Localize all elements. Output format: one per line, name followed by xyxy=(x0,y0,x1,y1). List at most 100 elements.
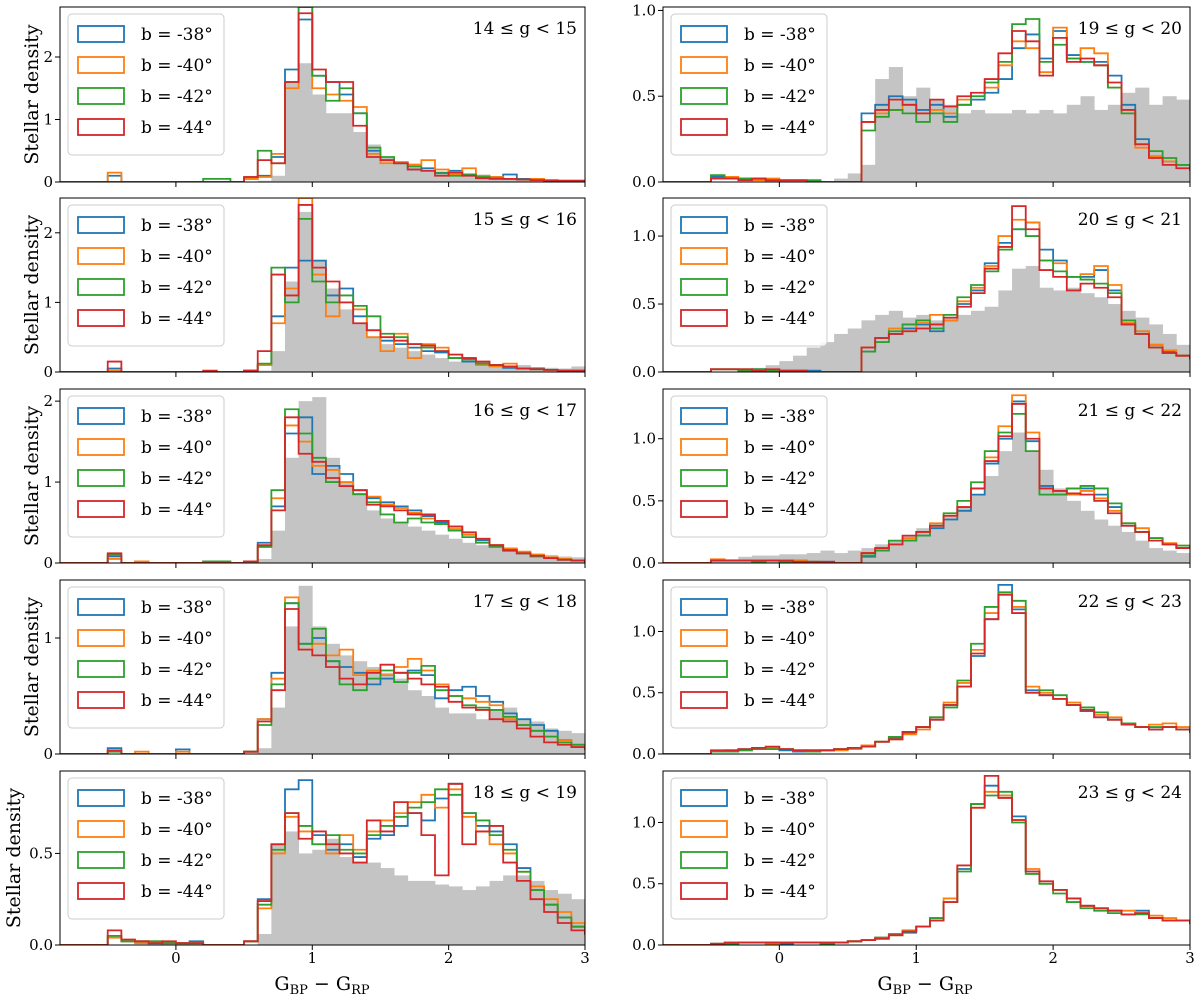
legend-swatch xyxy=(77,660,125,678)
legend-label: b = -40° xyxy=(744,629,816,649)
legend-label: b = -44° xyxy=(141,500,213,520)
y-axis-label: Stellar density xyxy=(21,24,43,165)
reference-bar xyxy=(353,494,368,563)
reference-bar xyxy=(1176,344,1190,372)
legend-label: b = -38° xyxy=(744,789,816,809)
x-axis-label-right: GBP − GRP xyxy=(877,973,972,994)
reference-bar xyxy=(1025,451,1040,563)
reference-bar xyxy=(957,314,972,372)
reference-bar xyxy=(1053,488,1068,563)
reference-bar xyxy=(421,354,436,372)
y-tick-label: 0.5 xyxy=(632,492,656,510)
reference-bar xyxy=(312,626,327,754)
reference-bar xyxy=(1094,519,1109,563)
reference-bar xyxy=(407,351,422,372)
reference-bar xyxy=(861,164,876,182)
magnitude-bin-label: 17 ≤ g < 18 xyxy=(473,592,577,612)
reference-bar xyxy=(503,550,518,563)
reference-bar xyxy=(1039,469,1054,563)
reference-bar xyxy=(448,174,463,182)
reference-bar xyxy=(957,113,972,182)
legend-swatch xyxy=(680,309,728,327)
reference-bar xyxy=(339,113,354,182)
reference-bar xyxy=(325,838,340,945)
reference-bar xyxy=(585,737,599,754)
reference-bar xyxy=(943,104,958,182)
y-tick-label: 0.5 xyxy=(29,844,53,862)
reference-bar xyxy=(970,494,986,563)
legend-label: b = -44° xyxy=(141,691,213,711)
legend-swatch xyxy=(77,500,125,518)
x-tick-label: 2 xyxy=(444,949,454,967)
axes-frame xyxy=(662,197,1191,373)
legend-swatch xyxy=(77,469,125,487)
reference-bar xyxy=(599,742,613,754)
y-tick-label: 1.0 xyxy=(632,813,656,831)
legend-label: b = -40° xyxy=(744,820,816,840)
x-tick-label: 2 xyxy=(1048,949,1058,967)
legend-swatch xyxy=(680,216,728,234)
series-step-line xyxy=(663,591,1190,754)
axes-frame xyxy=(662,579,1191,755)
reference-bar xyxy=(462,175,477,182)
reference-bar xyxy=(448,713,463,754)
reference-bar xyxy=(489,546,504,563)
reference-bar xyxy=(339,655,354,754)
reference-bar xyxy=(421,170,436,182)
legend-swatch xyxy=(77,438,125,456)
reference-bar xyxy=(394,522,409,563)
reference-bar xyxy=(710,560,725,563)
y-tick-label: 0 xyxy=(43,173,53,191)
reference-bar xyxy=(998,451,1013,563)
series-step-line xyxy=(60,782,585,945)
reference-bar xyxy=(834,553,849,563)
reference-bar xyxy=(475,177,490,182)
reference-bar xyxy=(888,310,903,372)
legend-label: b = -40° xyxy=(141,247,213,267)
reference-bar xyxy=(916,87,931,182)
legend-swatch xyxy=(680,87,728,105)
reference-bar xyxy=(1012,109,1027,182)
reference-bar xyxy=(984,476,999,563)
legend-swatch xyxy=(77,278,125,296)
axes-frame xyxy=(59,388,586,564)
reference-bar xyxy=(1135,87,1150,182)
reference-bar xyxy=(875,544,890,563)
axes-frame xyxy=(59,6,586,183)
legend-label: b = -38° xyxy=(744,598,816,618)
reference-bar xyxy=(285,831,300,945)
y-tick-label: 1 xyxy=(43,629,53,647)
legend-label: b = -42° xyxy=(141,87,213,107)
legend-label: b = -42° xyxy=(744,851,816,871)
legend-label: b = -44° xyxy=(141,309,213,329)
reference-bar xyxy=(435,884,450,945)
reference-bar xyxy=(1025,265,1040,372)
reference-bar xyxy=(585,905,599,945)
legend-swatch xyxy=(680,851,728,869)
reference-bar xyxy=(1121,310,1136,372)
reference-bar xyxy=(847,550,862,563)
legend-swatch xyxy=(77,407,125,425)
y-tick-label: 1 xyxy=(43,293,53,311)
reference-bar xyxy=(516,551,531,563)
series-step-line xyxy=(60,198,585,372)
y-tick-label: 0.5 xyxy=(632,875,656,893)
y-tick-label: 0.5 xyxy=(632,295,656,313)
reference-bar xyxy=(861,320,876,372)
reference-bar xyxy=(298,211,313,372)
reference-bar xyxy=(984,306,999,372)
legend-swatch xyxy=(680,438,728,456)
reference-bar xyxy=(435,707,450,754)
reference-bar xyxy=(612,918,626,945)
y-tick-label: 1.0 xyxy=(632,430,656,448)
reference-bar xyxy=(503,366,518,372)
y-tick-label: 2 xyxy=(43,224,53,242)
magnitude-bin-label: 15 ≤ g < 16 xyxy=(473,210,577,230)
reference-bar xyxy=(1135,317,1150,372)
reference-bar xyxy=(271,707,286,754)
reference-bar xyxy=(285,626,300,754)
reference-bar xyxy=(448,886,463,945)
reference-bar xyxy=(943,515,958,563)
legend: b = -38° b = -40° b = -42° b = -44° xyxy=(670,777,828,920)
